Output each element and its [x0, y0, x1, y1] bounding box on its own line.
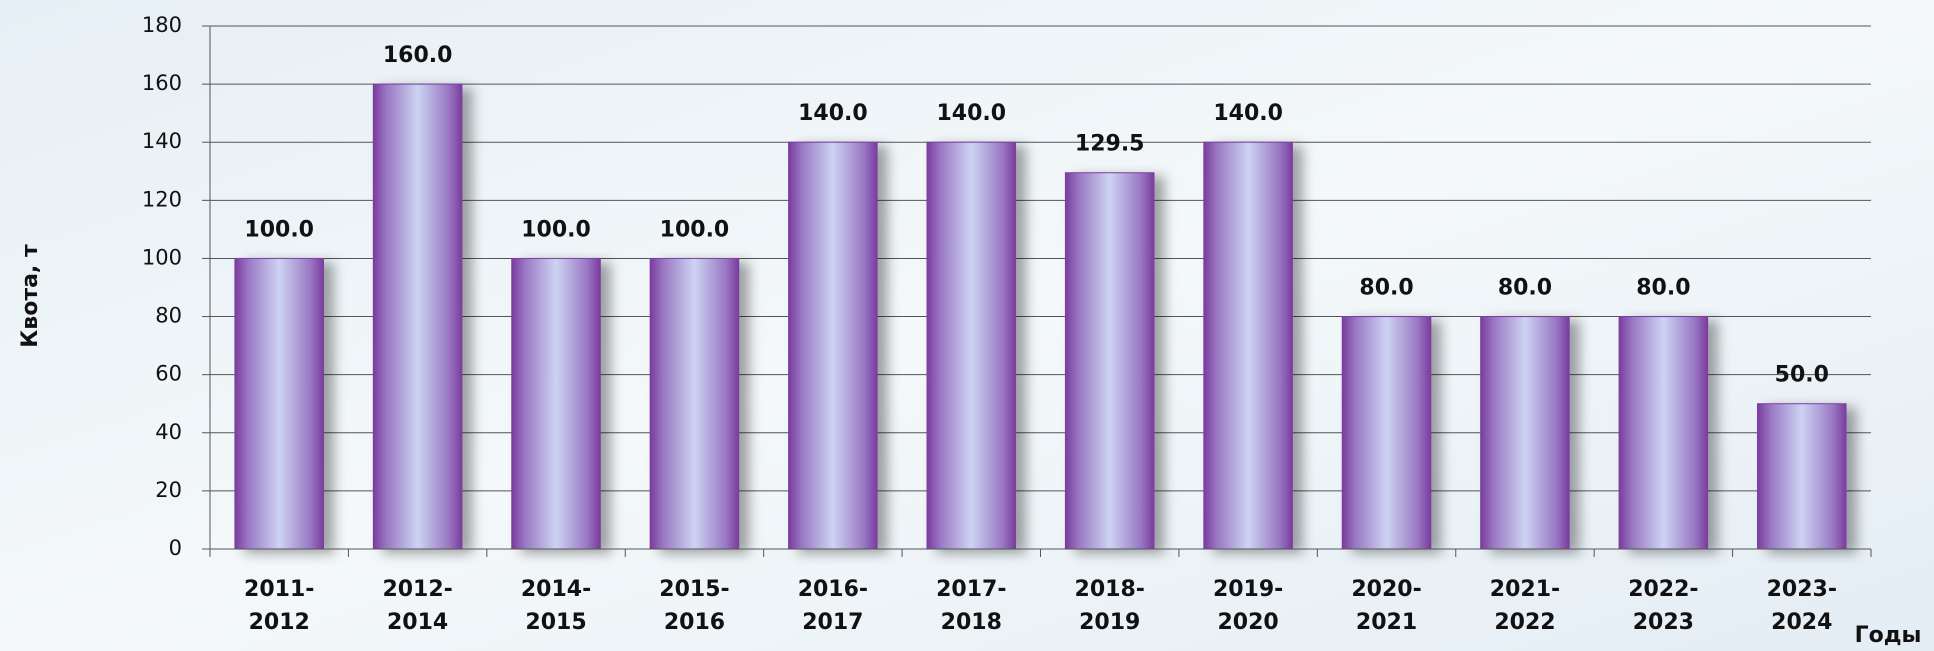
- x-tick-label: 2022- 2023: [1628, 577, 1698, 635]
- x-tick-label-line: 2018-: [1075, 577, 1145, 602]
- x-tick-label-line: 2016: [664, 610, 725, 635]
- x-tick-label: 2021- 2022: [1490, 577, 1560, 635]
- x-tick-label-line: 2020: [1218, 610, 1279, 635]
- y-tick-label: 40: [155, 420, 182, 444]
- bar: [1341, 316, 1432, 550]
- x-tick-label: 2017- 2018: [936, 577, 1006, 635]
- bar: [1064, 172, 1155, 550]
- data-label: 80.0: [1498, 276, 1552, 301]
- x-tick-label-line: 2022: [1494, 610, 1555, 635]
- x-tick-label-line: 2017-: [936, 577, 1006, 602]
- y-tick-label: 80: [155, 304, 182, 328]
- data-label: 160.0: [383, 43, 453, 68]
- data-label: 100.0: [660, 217, 730, 242]
- x-tick-label: 2011- 2012: [244, 577, 314, 635]
- x-tick-label-line: 2021: [1356, 610, 1417, 635]
- x-tick-label-line: 2011-: [244, 577, 314, 602]
- x-tick-label: 2016- 2017: [798, 577, 868, 635]
- x-tick-label: 2020- 2021: [1351, 577, 1421, 635]
- x-tick-label: 2012- 2014: [382, 577, 452, 635]
- x-tick-label-line: 2012: [249, 610, 310, 635]
- x-tick-label-line: 2017: [802, 610, 863, 635]
- x-tick-label-line: 2023-: [1767, 577, 1837, 602]
- y-tick-label: 140: [142, 129, 182, 153]
- data-label: 80.0: [1359, 276, 1413, 301]
- x-tick-label-line: 2019-: [1213, 577, 1283, 602]
- x-tick-label: 2023- 2024: [1767, 577, 1837, 635]
- y-tick-label: 160: [142, 71, 182, 95]
- y-tick-label: 180: [142, 13, 182, 37]
- data-label: 129.5: [1075, 132, 1145, 157]
- x-tick-label-line: 2021-: [1490, 577, 1560, 602]
- x-tick-label: 2019- 2020: [1213, 577, 1283, 635]
- x-tick-label: 2015- 2016: [659, 577, 729, 635]
- x-tick-label: 2018- 2019: [1075, 577, 1145, 635]
- x-tick-label-line: 2016-: [798, 577, 868, 602]
- bar: [788, 141, 878, 550]
- y-tick-label: 120: [142, 187, 182, 211]
- bar: [372, 83, 463, 550]
- data-label: 140.0: [798, 101, 868, 126]
- x-axis-label: Годы: [1855, 623, 1922, 648]
- data-label: 50.0: [1775, 363, 1829, 388]
- x-tick-label-line: 2019: [1079, 610, 1140, 635]
- x-tick-label: 2014- 2015: [521, 577, 591, 635]
- x-tick-label-line: 2018: [941, 610, 1002, 635]
- y-tick-label: 100: [142, 245, 182, 269]
- x-tick-label-line: 2023: [1633, 610, 1694, 635]
- y-tick-label: 0: [169, 536, 182, 560]
- data-label: 80.0: [1636, 276, 1690, 301]
- bar: [649, 257, 740, 550]
- x-tick-label-line: 2014-: [521, 577, 591, 602]
- y-axis-label: Квота, т: [18, 244, 43, 348]
- bar: [1203, 141, 1293, 550]
- data-label: 100.0: [521, 217, 591, 242]
- x-tick-label-line: 2014: [387, 610, 448, 635]
- bar: [1618, 316, 1709, 550]
- y-tick-label: 60: [155, 362, 182, 386]
- x-tick-label-line: 2022-: [1628, 577, 1698, 602]
- bar: [1756, 403, 1847, 550]
- x-tick-label-line: 2020-: [1351, 577, 1421, 602]
- x-tick-label-line: 2015-: [659, 577, 729, 602]
- bar: [511, 257, 601, 550]
- y-tick-label: 20: [155, 478, 182, 502]
- bar: [234, 257, 325, 550]
- data-label: 140.0: [1213, 101, 1283, 126]
- data-label: 140.0: [936, 101, 1006, 126]
- data-label: 100.0: [244, 217, 314, 242]
- bar: [1480, 316, 1570, 550]
- bar: [926, 141, 1017, 550]
- x-tick-label-line: 2012-: [382, 577, 452, 602]
- x-tick-label-line: 2015: [525, 610, 586, 635]
- x-tick-label-line: 2024: [1771, 610, 1832, 635]
